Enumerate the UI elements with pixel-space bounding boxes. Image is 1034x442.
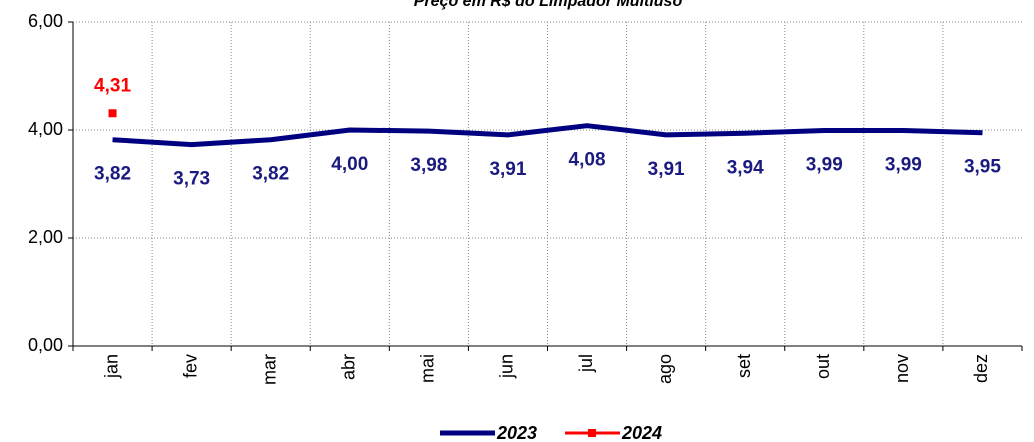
series-line bbox=[112, 123, 983, 148]
data-label: 3,82 bbox=[252, 164, 289, 185]
data-label: 3,91 bbox=[648, 159, 685, 180]
x-tick-label: abr bbox=[339, 354, 359, 380]
data-label: 3,82 bbox=[94, 164, 131, 185]
data-label: 4,31 bbox=[94, 75, 131, 96]
x-tick-label: set bbox=[734, 354, 754, 378]
data-label: 3,99 bbox=[806, 155, 843, 176]
legend-label: 2023 bbox=[496, 423, 537, 442]
y-tick-label: 2,00 bbox=[28, 227, 63, 247]
x-tick-label: nov bbox=[892, 354, 912, 383]
marker bbox=[108, 109, 117, 118]
data-label: 3,94 bbox=[727, 157, 764, 178]
y-tick-label: 6,00 bbox=[28, 11, 63, 31]
x-tick-label: fev bbox=[180, 354, 200, 378]
data-label: 4,08 bbox=[569, 150, 606, 171]
legend-label: 2024 bbox=[621, 423, 662, 442]
legend-marker bbox=[588, 429, 596, 437]
chart-title: Preço em R$ do Limpador Multiuso bbox=[414, 0, 683, 10]
data-label: 3,95 bbox=[964, 157, 1001, 178]
data-label: 3,99 bbox=[885, 155, 922, 176]
data-label: 4,00 bbox=[331, 154, 368, 175]
x-tick-label: dez bbox=[971, 354, 991, 383]
y-tick-label: 4,00 bbox=[28, 119, 63, 139]
x-tick-label: mar bbox=[259, 354, 279, 385]
x-tick-label: jan bbox=[101, 354, 121, 379]
x-tick-label: jul bbox=[576, 354, 596, 373]
x-tick-label: jun bbox=[497, 354, 517, 379]
y-tick-label: 0,00 bbox=[28, 335, 63, 355]
data-label: 3,91 bbox=[489, 159, 526, 180]
x-tick-label: mai bbox=[418, 354, 438, 383]
data-label: 3,73 bbox=[173, 169, 210, 190]
x-tick-label: out bbox=[813, 354, 833, 379]
x-tick-label: ago bbox=[655, 354, 675, 384]
data-label: 3,98 bbox=[410, 155, 447, 176]
